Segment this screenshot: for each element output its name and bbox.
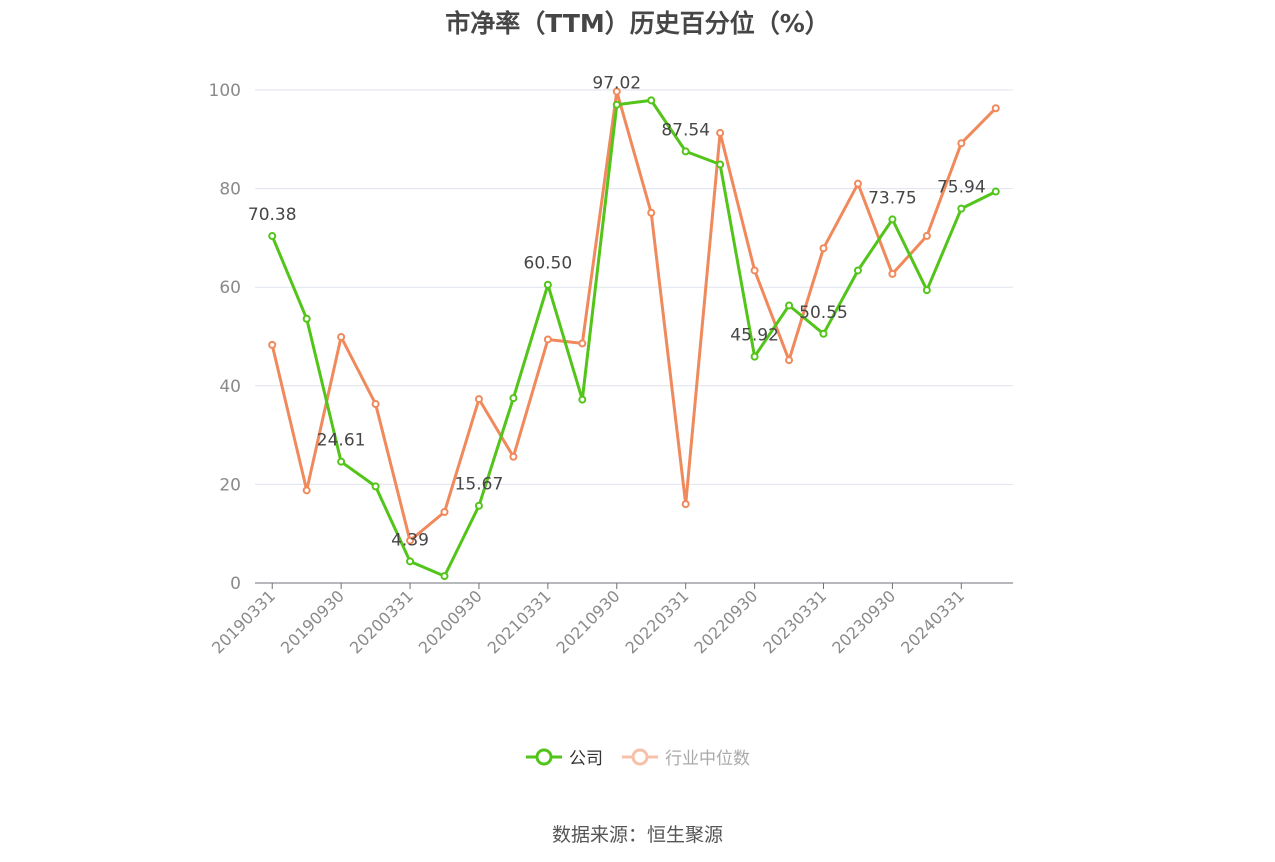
y-tick-label-20: 20 (219, 475, 241, 495)
data-point-s1-13[interactable] (716, 128, 725, 137)
data-point-s0-2[interactable] (337, 457, 346, 466)
data-point-s1-16[interactable] (819, 244, 828, 253)
x-tick-label-20230930: 20230930 (828, 586, 899, 657)
data-point-s0-1[interactable] (302, 314, 311, 323)
data-point-s0-12[interactable] (681, 147, 690, 156)
data-label-s0-12: 87.54 (661, 120, 710, 140)
data-label-s0-16: 50.55 (799, 303, 848, 323)
legend-label-company: 公司 (569, 749, 603, 769)
data-point-s1-10[interactable] (612, 87, 621, 96)
data-point-s0-21[interactable] (991, 187, 1000, 196)
data-point-s1-19[interactable] (922, 231, 931, 240)
data-point-s1-0[interactable] (268, 340, 277, 349)
x-axis: 2019033120190930202003312020093020210331… (208, 582, 1013, 657)
legend-label-industry-median: 行业中位数 (665, 749, 750, 769)
data-point-s1-7[interactable] (509, 452, 518, 461)
data-label-s0-8: 60.50 (524, 254, 573, 274)
series-lines (268, 87, 1000, 581)
y-tick-label-100: 100 (209, 81, 241, 101)
chart-title: 市净率（TTM）历史百分位（%） (445, 9, 830, 38)
data-point-s0-9[interactable] (578, 395, 587, 404)
data-point-s1-2[interactable] (337, 332, 346, 341)
data-point-s0-6[interactable] (474, 501, 483, 510)
data-point-s1-11[interactable] (647, 208, 656, 217)
data-label-s0-4: 4.39 (391, 530, 429, 550)
data-label-s0-18: 73.75 (868, 188, 917, 208)
x-tick-label-20210930: 20210930 (553, 586, 624, 657)
x-tick-label-20200930: 20200930 (415, 586, 486, 657)
data-label-s0-2: 24.61 (317, 431, 366, 451)
data-point-s1-1[interactable] (302, 486, 311, 495)
y-tick-label-40: 40 (219, 377, 241, 397)
data-label-s0-10: 97.02 (592, 74, 641, 94)
x-tick-label-20220930: 20220930 (690, 586, 761, 657)
legend-item-industry-median[interactable]: 行业中位数 (621, 744, 750, 769)
data-point-s1-3[interactable] (371, 400, 380, 409)
legend-item-company[interactable]: 公司 (525, 744, 603, 769)
data-point-s1-21[interactable] (991, 104, 1000, 113)
data-label-s0-0: 70.38 (248, 205, 297, 225)
x-tick-label-20230331: 20230331 (759, 586, 830, 657)
data-label-s0-6: 15.67 (455, 475, 504, 495)
data-labels: 70.38 24.61 4.39 15.67 60.50 97.02 87.54 45.92 5… (248, 74, 986, 551)
data-point-s1-9[interactable] (578, 339, 587, 348)
data-point-s1-5[interactable] (440, 508, 449, 517)
data-point-s0-13[interactable] (716, 160, 725, 169)
data-source: 数据来源：恒生聚源 (551, 824, 723, 846)
x-tick-label-20190331: 20190331 (208, 586, 279, 657)
data-label-s0-20: 75.94 (937, 178, 986, 198)
legend: 公司 行业中位数 (0, 744, 1275, 769)
data-point-s0-5[interactable] (440, 572, 449, 581)
y-tick-label-60: 60 (219, 278, 241, 298)
data-point-s0-15[interactable] (785, 301, 794, 310)
x-tick-label-20190930: 20190930 (277, 586, 348, 657)
legend-marker-industry-median-icon (622, 748, 658, 765)
data-point-s0-8[interactable] (543, 280, 552, 289)
y-tick-label-80: 80 (219, 180, 241, 200)
data-point-s1-14[interactable] (750, 266, 759, 275)
data-point-s0-7[interactable] (509, 394, 518, 403)
data-point-s0-17[interactable] (853, 266, 862, 275)
data-point-s1-17[interactable] (853, 179, 862, 188)
series-line-1 (270, 90, 997, 543)
data-point-s0-11[interactable] (647, 96, 656, 105)
data-point-s0-3[interactable] (371, 482, 380, 491)
data-point-s1-12[interactable] (681, 500, 690, 509)
data-point-s0-20[interactable] (957, 204, 966, 213)
data-point-s0-19[interactable] (922, 286, 931, 295)
data-point-s0-10[interactable] (612, 100, 621, 109)
data-point-s1-4[interactable] (406, 536, 415, 545)
data-point-s1-20[interactable] (957, 139, 966, 148)
x-tick-label-20240331: 20240331 (897, 586, 968, 657)
x-tick-label-20210331: 20210331 (484, 586, 555, 657)
data-point-s0-14[interactable] (750, 352, 759, 361)
data-point-s1-6[interactable] (474, 395, 483, 404)
data-point-s0-18[interactable] (888, 215, 897, 224)
data-point-s0-16[interactable] (819, 329, 828, 338)
x-tick-label-20220331: 20220331 (621, 586, 692, 657)
y-tick-label-0: 0 (230, 574, 241, 594)
data-point-s1-8[interactable] (543, 335, 552, 344)
data-point-s0-0[interactable] (268, 232, 277, 241)
legend-marker-company-icon (526, 748, 562, 765)
data-point-s1-15[interactable] (785, 356, 794, 365)
x-tick-label-20200331: 20200331 (346, 586, 417, 657)
series-line-0 (270, 98, 997, 578)
data-point-s0-4[interactable] (406, 557, 415, 566)
data-point-s1-18[interactable] (888, 269, 897, 278)
y-axis-ticks: 0 20 40 60 80 100 (209, 81, 241, 594)
data-label-s0-14: 45.92 (730, 326, 779, 346)
grid-lines (255, 89, 1013, 485)
